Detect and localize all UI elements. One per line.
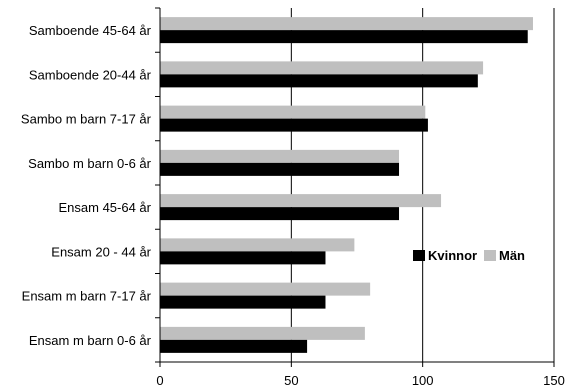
category-label-ensam-m-barn-0-6-ar: Ensam m barn 0-6 år <box>29 333 152 348</box>
bar-kvinnor-samboende-20-44-ar <box>160 74 478 88</box>
legend-swatch-man <box>484 250 496 261</box>
x-tick-label-50: 50 <box>284 373 298 388</box>
x-tick-label-100: 100 <box>412 373 434 388</box>
category-label-sambo-m-barn-0-6-ar: Sambo m barn 0-6 år <box>28 156 152 171</box>
category-label-ensam-20-44-ar: Ensam 20 - 44 år <box>51 244 151 259</box>
category-label-samboende-20-44-ar: Samboende 20-44 år <box>29 67 152 82</box>
bar-kvinnor-ensam-20-44-ar <box>160 251 326 265</box>
legend: Kvinnor Män <box>413 248 525 263</box>
x-axis-ticks: 0 50 100 150 <box>156 362 565 388</box>
bars <box>160 17 533 353</box>
category-label-samboende-45-64-ar: Samboende 45-64 år <box>29 23 152 38</box>
bar-man-ensam-m-barn-7-17-ar <box>160 282 371 296</box>
bar-man-ensam-m-barn-0-6-ar <box>160 326 365 340</box>
category-label-sambo-m-barn-7-17-ar: Sambo m barn 7-17 år <box>21 112 152 127</box>
bar-man-sambo-m-barn-0-6-ar <box>160 149 400 163</box>
legend-label-man: Män <box>499 248 525 263</box>
x-tick-label-0: 0 <box>156 373 163 388</box>
bar-man-sambo-m-barn-7-17-ar <box>160 105 426 119</box>
legend-swatch-kvinnor <box>413 250 425 261</box>
bar-man-ensam-20-44-ar <box>160 238 355 252</box>
gridlines <box>290 8 555 362</box>
bar-kvinnor-sambo-m-barn-0-6-ar <box>160 162 400 176</box>
category-labels: Samboende 45-64 år Samboende 20-44 år Samb… <box>21 23 152 348</box>
bar-man-samboende-20-44-ar <box>160 61 484 75</box>
bar-kvinnor-ensam-m-barn-0-6-ar <box>160 339 308 353</box>
bar-kvinnor-ensam-m-barn-7-17-ar <box>160 295 326 309</box>
legend-label-kvinnor: Kvinnor <box>428 248 477 263</box>
x-tick-label-150: 150 <box>543 373 565 388</box>
bar-kvinnor-ensam-45-64-ar <box>160 207 400 221</box>
bar-man-ensam-45-64-ar <box>160 194 442 208</box>
bar-kvinnor-samboende-45-64-ar <box>160 30 528 44</box>
axes <box>155 7 554 363</box>
bar-kvinnor-sambo-m-barn-7-17-ar <box>160 118 428 132</box>
bar-man-samboende-45-64-ar <box>160 17 533 31</box>
category-label-ensam-45-64-ar: Ensam 45-64 år <box>59 200 152 215</box>
category-label-ensam-m-barn-7-17-ar: Ensam m barn 7-17 år <box>22 289 152 304</box>
